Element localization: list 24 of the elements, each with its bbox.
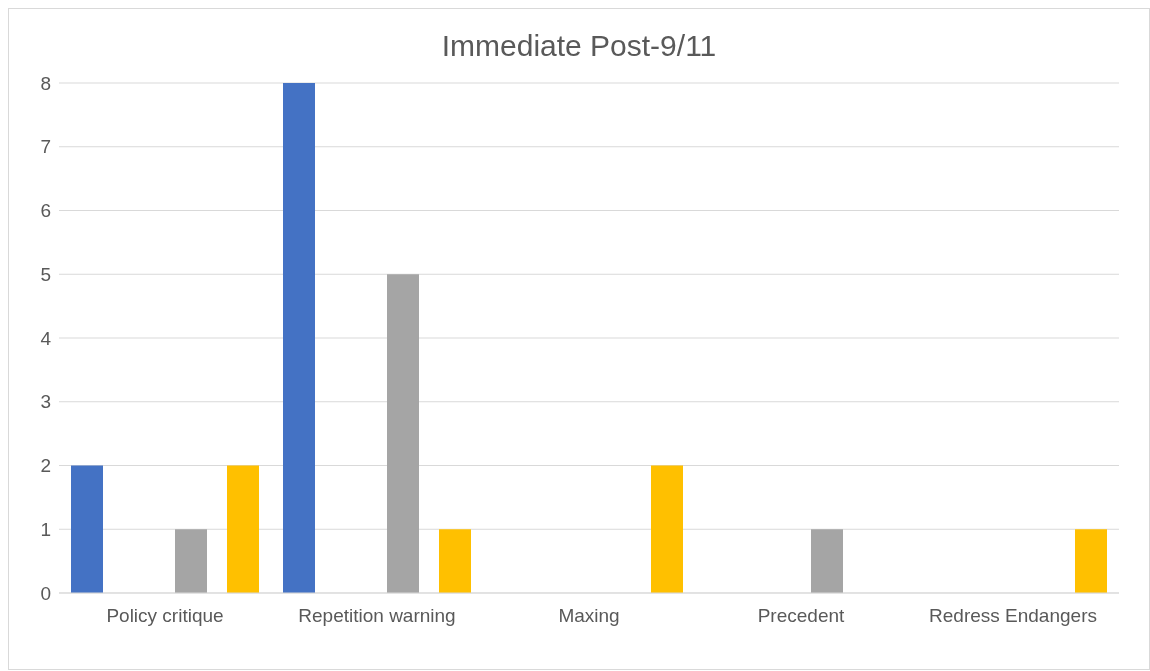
bar [1075,529,1107,593]
x-tick-label: Precedent [757,605,846,627]
y-tick-label: 6 [40,200,51,222]
bar [227,465,259,593]
bar [811,529,843,593]
bar [283,83,315,593]
y-tick-label: 0 [40,582,51,604]
x-tick-label: Redress Endangers [929,605,1097,627]
y-tick-label: 8 [40,72,51,94]
y-tick-label: 1 [40,518,51,540]
y-tick-label: 5 [40,263,51,285]
y-tick-label: 7 [40,136,51,158]
y-tick-label: 2 [40,455,51,477]
bar [175,529,207,593]
bar [439,529,471,593]
x-tick-label: Maxing [558,605,620,627]
y-tick-label: 3 [40,391,51,413]
bar [71,465,103,593]
bar [387,274,419,593]
bar [651,465,683,593]
y-tick-label: 4 [40,327,52,349]
x-tick-label: Policy critique [106,605,224,627]
chart-title: Immediate Post-9/11 [440,29,718,63]
x-tick-label: Repetition warning [298,605,456,627]
